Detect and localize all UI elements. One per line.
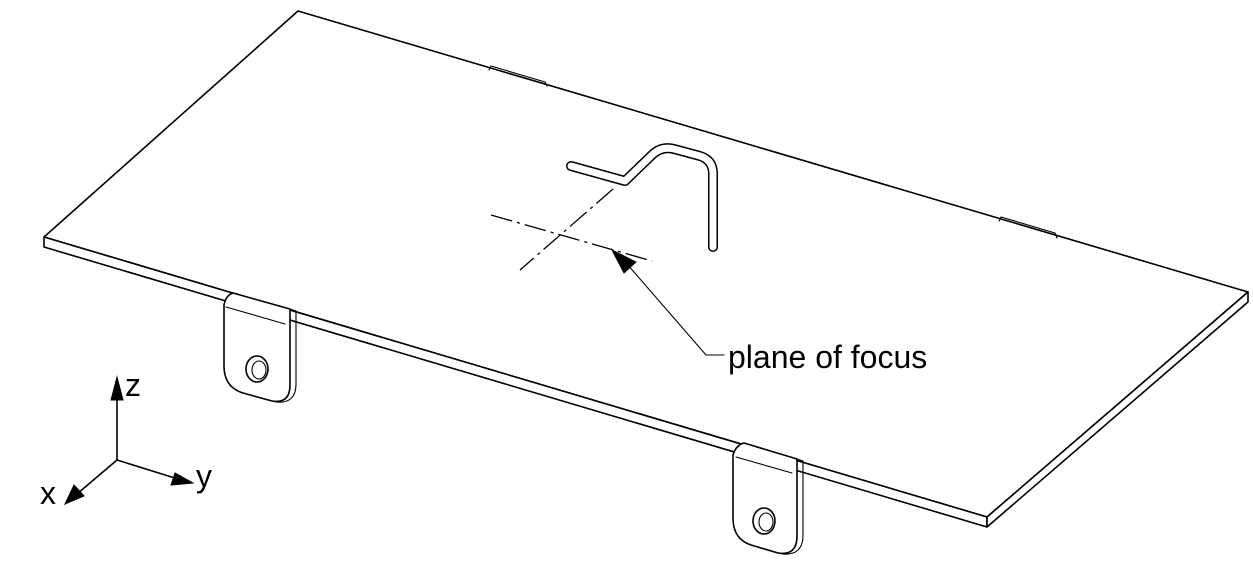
bent-wire-fill: [567, 144, 717, 251]
z-axis-arrowhead: [110, 375, 124, 401]
bracket-left-hole-inner: [251, 360, 267, 380]
bracket-right-hole-inner: [758, 512, 774, 532]
bracket-left-body: [223, 292, 291, 403]
bracket-left-hole: [245, 355, 269, 383]
callout-label: plane of focus: [728, 339, 927, 375]
focus-line-vertical: [519, 188, 614, 271]
bracket-right-side: [781, 458, 804, 555]
bent-wire: [566, 143, 718, 252]
bracket-right-body: [732, 442, 798, 555]
x-axis-label: x: [40, 475, 56, 511]
plane-of-focus-marker: [490, 188, 653, 271]
back-tab-right: [998, 216, 1058, 239]
y-axis-label: y: [196, 458, 212, 494]
plate-top-face: [43, 10, 1249, 518]
bracket-right-bend-line: [735, 456, 793, 474]
bracket-left-side: [275, 308, 297, 403]
z-axis-label: z: [125, 367, 141, 403]
y-axis-line: [116, 459, 179, 480]
bracket-right-hole: [752, 507, 776, 535]
back-tab-left: [488, 65, 548, 87]
plate-right-edge: [986, 291, 1249, 528]
leader-line: [626, 263, 725, 356]
y-axis-arrowhead: [170, 472, 195, 486]
callout-leader: [610, 248, 725, 356]
plate: [43, 10, 1249, 528]
bracket-left-bend-line: [225, 306, 286, 325]
x-axis-arrowhead: [63, 484, 85, 505]
axis-triad: [63, 375, 195, 505]
focus-line-horizontal: [490, 214, 653, 262]
x-axis-line: [76, 459, 118, 495]
bracket-right: [732, 442, 804, 555]
bracket-left: [223, 292, 297, 403]
leader-arrowhead: [610, 248, 637, 274]
